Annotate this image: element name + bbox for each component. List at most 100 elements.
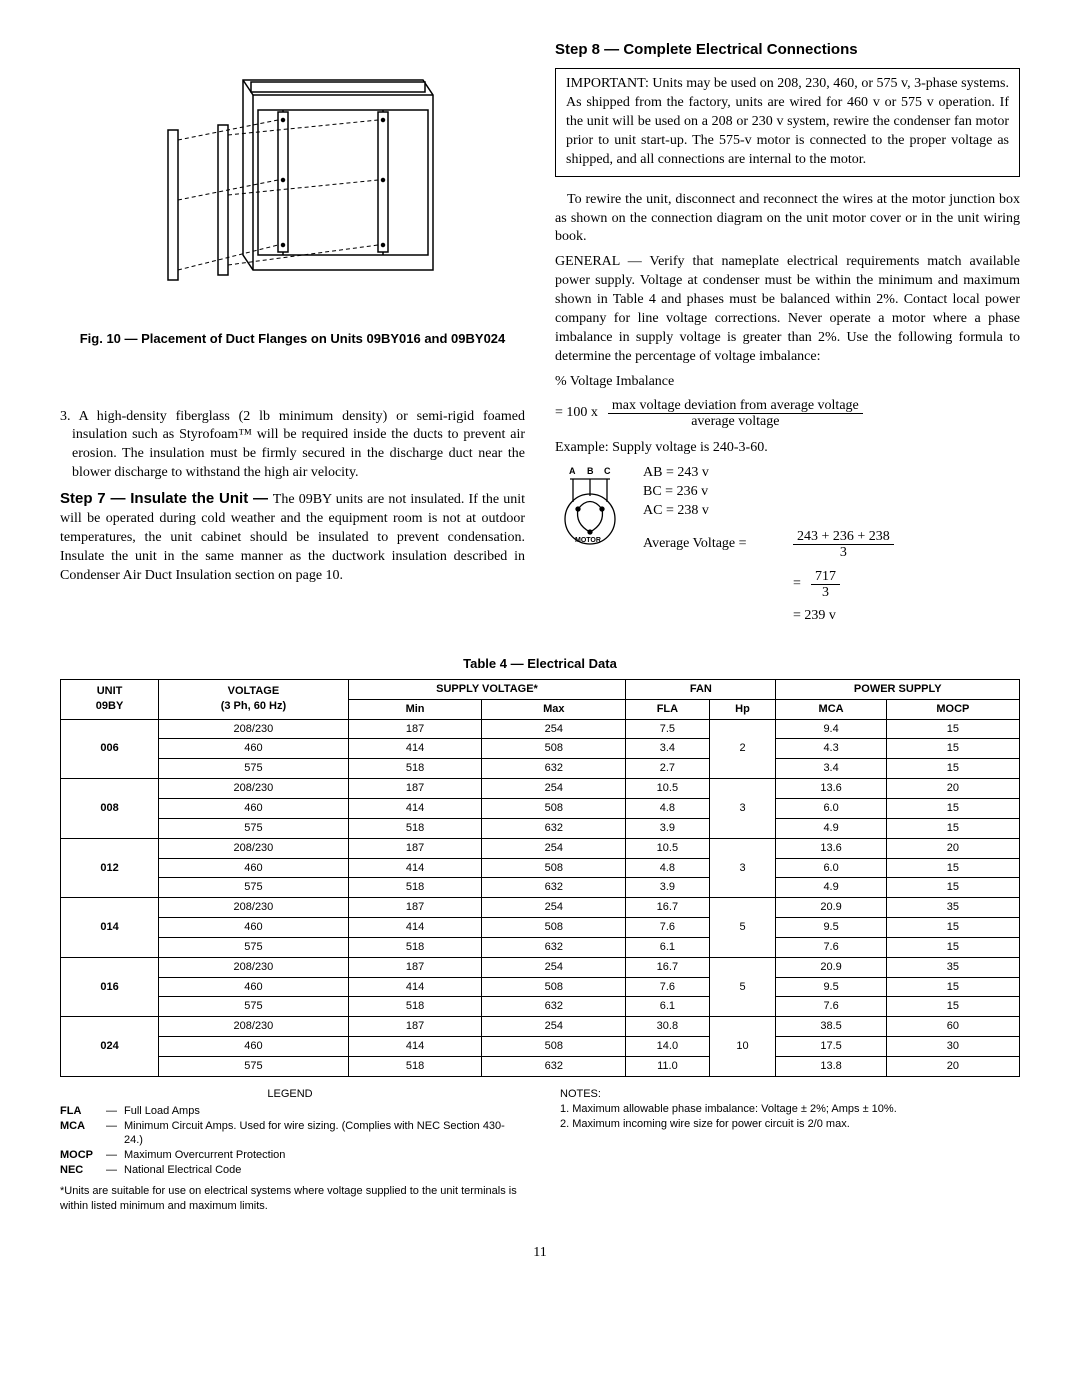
legend-abbr: MOCP — [60, 1148, 106, 1163]
unit-cell: 014 — [61, 898, 159, 958]
data-cell: 13.6 — [776, 779, 886, 799]
data-cell: 208/230 — [159, 838, 349, 858]
data-cell: 10.5 — [626, 838, 709, 858]
table-row: 016208/23018725416.7520.935 — [61, 957, 1020, 977]
general-paragraph: GENERAL — Verify that nameplate electric… — [555, 253, 1020, 366]
list-item-3: 3. A high-density fiberglass (2 lb minim… — [72, 408, 525, 484]
phase-c-label: C — [604, 466, 611, 476]
data-cell: 460 — [159, 799, 349, 819]
phase-b-label: B — [587, 466, 594, 476]
note-item: 2. Maximum incoming wire size for power … — [560, 1117, 1020, 1132]
unit-cell: 012 — [61, 838, 159, 898]
legend-abbr: FLA — [60, 1104, 106, 1119]
data-cell: 518 — [348, 1056, 482, 1076]
data-cell: 254 — [482, 1017, 626, 1037]
hp-cell: 10 — [709, 1017, 776, 1077]
th-voltage: VOLTAGE(3 Ph, 60 Hz) — [159, 679, 349, 719]
data-cell: 575 — [159, 878, 349, 898]
data-cell: 254 — [482, 779, 626, 799]
data-cell: 3.9 — [626, 878, 709, 898]
table-row: 4604145084.86.015 — [61, 799, 1020, 819]
equation-block: AB = 243 v BC = 236 v AC = 238 v Average… — [643, 464, 1020, 625]
data-cell: 575 — [159, 997, 349, 1017]
data-cell: 16.7 — [626, 898, 709, 918]
notes-column: NOTES: 1. Maximum allowable phase imbala… — [560, 1087, 1020, 1214]
data-cell: 187 — [348, 779, 482, 799]
data-cell: 208/230 — [159, 1017, 349, 1037]
data-cell: 508 — [482, 918, 626, 938]
data-cell: 632 — [482, 759, 626, 779]
data-cell: 15 — [886, 858, 1019, 878]
eq-ac: AC = 238 v — [643, 502, 1020, 521]
figure-caption: Fig. 10 — Placement of Duct Flanges on U… — [60, 330, 525, 348]
data-cell: 4.8 — [626, 799, 709, 819]
data-cell: 414 — [348, 858, 482, 878]
legend-abbr: NEC — [60, 1163, 106, 1178]
electrical-data-table: UNIT09BY VOLTAGE(3 Ph, 60 Hz) SUPPLY VOL… — [60, 679, 1020, 1077]
data-cell: 14.0 — [626, 1037, 709, 1057]
data-cell: 30 — [886, 1037, 1019, 1057]
data-cell: 414 — [348, 1037, 482, 1057]
data-cell: 4.9 — [776, 878, 886, 898]
table-row: 024208/23018725430.81038.560 — [61, 1017, 1020, 1037]
sum-denominator: 3 — [811, 585, 840, 600]
table-row: 5755186323.94.915 — [61, 878, 1020, 898]
data-cell: 6.0 — [776, 799, 886, 819]
data-cell: 414 — [348, 739, 482, 759]
data-cell: 4.8 — [626, 858, 709, 878]
data-cell: 187 — [348, 957, 482, 977]
data-cell: 414 — [348, 918, 482, 938]
legend-def: National Electrical Code — [124, 1163, 520, 1178]
legend-column: LEGEND FLA—Full Load AmpsMCA—Minimum Cir… — [60, 1087, 520, 1214]
data-cell: 6.0 — [776, 858, 886, 878]
data-cell: 4.9 — [776, 818, 886, 838]
data-cell: 7.6 — [626, 918, 709, 938]
eq-bc: BC = 236 v — [643, 483, 1020, 502]
motor-label: MOTOR — [575, 537, 601, 544]
data-cell: 9.5 — [776, 977, 886, 997]
hp-cell: 2 — [709, 719, 776, 779]
hp-cell: 3 — [709, 838, 776, 898]
data-cell: 632 — [482, 1056, 626, 1076]
data-cell: 208/230 — [159, 779, 349, 799]
data-cell: 254 — [482, 898, 626, 918]
data-cell: 3.4 — [776, 759, 886, 779]
avg-denominator: 3 — [793, 545, 894, 560]
unit-cell: 006 — [61, 719, 159, 779]
imbalance-formula: = 100 x max voltage deviation from avera… — [555, 398, 1020, 430]
important-box: IMPORTANT: Units may be used on 208, 230… — [555, 68, 1020, 176]
data-cell: 15 — [886, 739, 1019, 759]
th-fla: FLA — [626, 699, 709, 719]
unit-cell: 008 — [61, 779, 159, 839]
data-cell: 518 — [348, 878, 482, 898]
data-cell: 254 — [482, 719, 626, 739]
data-cell: 4.3 — [776, 739, 886, 759]
table-row: 4604145083.44.315 — [61, 739, 1020, 759]
th-supply: SUPPLY VOLTAGE* — [348, 679, 625, 699]
data-cell: 60 — [886, 1017, 1019, 1037]
page-number: 11 — [60, 1244, 1020, 1263]
sum-numerator: 717 — [811, 569, 840, 585]
data-cell: 460 — [159, 977, 349, 997]
data-cell: 15 — [886, 799, 1019, 819]
data-cell: 20 — [886, 1056, 1019, 1076]
data-cell: 187 — [348, 719, 482, 739]
data-cell: 6.1 — [626, 997, 709, 1017]
legend-row: MOCP—Maximum Overcurrent Protection — [60, 1148, 520, 1163]
data-cell: 518 — [348, 937, 482, 957]
data-cell: 7.6 — [776, 997, 886, 1017]
data-cell: 15 — [886, 937, 1019, 957]
th-fan: FAN — [626, 679, 776, 699]
data-cell: 20 — [886, 838, 1019, 858]
data-cell: 15 — [886, 997, 1019, 1017]
th-mca: MCA — [776, 699, 886, 719]
notes-title: NOTES: — [560, 1087, 1020, 1102]
data-cell: 35 — [886, 957, 1019, 977]
table-row: 5755186326.17.615 — [61, 997, 1020, 1017]
data-cell: 11.0 — [626, 1056, 709, 1076]
avg-result: = 239 v — [793, 607, 1020, 626]
data-cell: 575 — [159, 818, 349, 838]
legend-def: Minimum Circuit Amps. Used for wire sizi… — [124, 1119, 520, 1149]
data-cell: 9.4 — [776, 719, 886, 739]
step7-heading: Step 7 — Insulate the Unit — — [60, 490, 273, 507]
